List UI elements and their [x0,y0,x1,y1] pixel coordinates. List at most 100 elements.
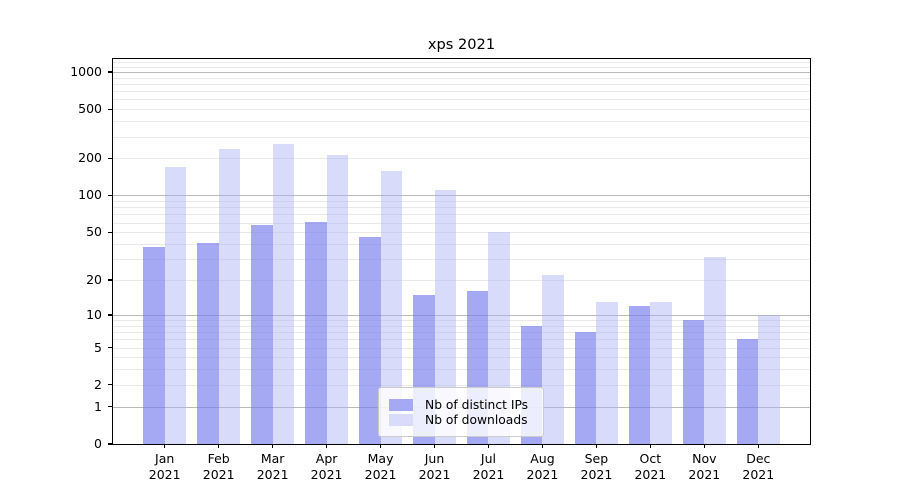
y-tick-label: 20 [86,272,102,288]
y-tick-label: 200 [78,150,102,166]
x-tick-label-line: 2021 [526,466,559,482]
x-tick-label-line: 2021 [148,466,181,482]
bar-downloads [596,301,618,444]
y-tick-label: 1 [94,398,102,414]
minor-gridline [113,91,810,93]
x-tick-label-line: Feb [207,451,230,466]
x-tick-mark [703,444,705,448]
minor-gridline [113,99,810,101]
bar-downloads [380,171,403,444]
x-tick-mark [325,444,328,448]
x-tick-label-line: 2021 [202,466,235,482]
x-tick-mark [487,444,490,448]
major-gridline [113,71,810,73]
minor-gridline [113,357,810,359]
bar-distinct-ips [305,221,327,444]
x-tick-label-line: May [367,451,394,466]
minor-gridline [113,244,810,245]
minor-gridline [113,232,810,234]
x-tick-mark [595,444,598,448]
minor-gridline [113,319,810,321]
x-tick-label: Jun 2021 [405,451,465,482]
bar-downloads [704,257,726,444]
x-tick-label-line: 2021 [310,466,343,482]
legend-item-downloads: Nb of downloads [389,412,533,427]
bar-distinct-ips [682,319,705,444]
minor-gridline [113,347,810,349]
minor-gridline [113,66,810,68]
x-tick-label: Feb 2021 [189,451,249,482]
minor-gridline [113,62,810,64]
minor-gridline [113,121,810,123]
y-tick-label: 100 [78,187,102,203]
y-tick-label: 10 [86,306,102,322]
y-tick-mark [107,406,112,408]
minor-gridline [113,332,810,333]
y-tick-label: 2 [94,376,102,392]
legend-swatch-downloads [389,413,413,426]
y-tick-mark [107,443,112,445]
x-tick-label-line: 2021 [742,466,775,482]
x-tick-label: Dec 2021 [728,451,788,482]
x-tick-label-line: 2021 [580,466,613,482]
bar-downloads [434,190,457,444]
y-tick-label: 50 [86,224,102,240]
legend-label-downloads: Nb of downloads [425,412,528,427]
bar-downloads [542,275,564,444]
y-tick-mark [107,384,112,386]
major-gridline [113,314,810,316]
y-tick-mark [107,314,112,316]
x-tick-label-line: Nov [692,451,717,466]
bar-distinct-ips [628,305,651,444]
x-tick-label-line: Jan [155,451,175,466]
y-tick-mark [107,279,112,281]
minor-gridline [113,384,810,386]
x-tick-label-line: Jun [424,451,445,466]
minor-gridline [113,109,810,111]
bar-distinct-ips [251,225,273,444]
minor-gridline [113,207,810,209]
minor-gridline [113,325,810,327]
y-tick-mark [107,346,112,349]
x-tick-label: Jul 2021 [458,451,518,482]
bar-downloads [272,144,295,444]
y-tick-label: 5 [94,339,102,355]
x-tick-label: Jan 2021 [135,451,195,482]
chart-title: xps 2021 [427,36,496,53]
x-tick-label: Nov 2021 [674,451,734,482]
x-tick-mark [433,444,436,448]
x-tick-label-line: Apr [315,451,338,466]
plot-area: Nb of distinct IPs Nb of downloads [111,58,811,445]
bar-downloads [650,301,672,444]
minor-gridline [113,83,810,85]
minor-gridline [113,77,810,79]
x-tick-label-line: 2021 [634,466,667,482]
bar-distinct-ips [574,332,597,444]
bar-downloads [758,314,780,444]
minor-gridline [113,222,810,224]
minor-gridline [113,158,810,160]
minor-gridline [113,214,810,216]
minor-gridline [113,136,810,138]
minor-gridline [113,369,810,371]
bar-downloads [326,154,349,444]
y-tick-label: 500 [78,101,102,117]
bar-distinct-ips [736,339,759,444]
x-tick-mark [271,444,274,448]
x-tick-label: May 2021 [351,451,411,482]
x-tick-mark [218,444,220,448]
x-tick-label-line: Dec [746,451,771,466]
x-tick-label-line: 2021 [472,466,505,482]
x-tick-mark [164,444,166,448]
minor-gridline [113,201,810,203]
major-gridline [113,195,810,197]
bar-downloads [164,167,187,444]
gridlines-layer [113,60,810,445]
x-tick-label-line: 2021 [418,466,451,482]
x-tick-label-line: 2021 [364,466,397,482]
x-tick-label-line: 2021 [256,466,289,482]
bar-distinct-ips [143,246,165,444]
bar-distinct-ips [197,242,219,444]
y-tick-mark [107,108,112,110]
